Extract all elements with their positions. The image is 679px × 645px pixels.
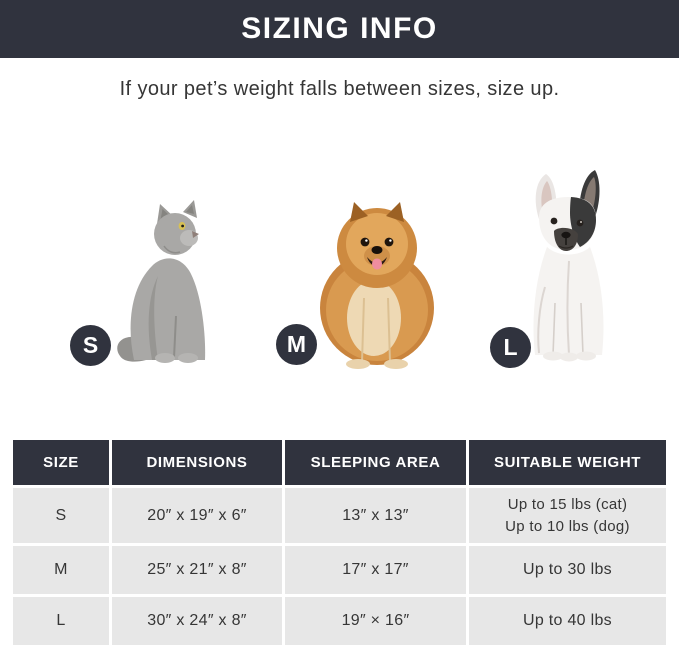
size-badge-s: S — [70, 325, 111, 366]
cell-dimensions-l: 30″ x 24″ x 8″ — [112, 597, 282, 645]
size-badge-m: M — [276, 324, 317, 365]
cell-dimensions-s: 20″ x 19″ x 6″ — [112, 488, 282, 543]
sizing-table: SIZE DIMENSIONS SLEEPING AREA SUITABLE W… — [13, 440, 666, 645]
cell-weight-m: Up to 30 lbs — [469, 546, 666, 594]
size-badge-l-label: L — [503, 334, 518, 360]
cell-dimensions-m: 25″ x 21″ x 8″ — [112, 546, 282, 594]
cell-weight-s: Up to 15 lbs (cat) Up to 10 lbs (dog) — [469, 488, 666, 543]
cell-size-s: S — [13, 488, 109, 543]
size-badge-s-label: S — [82, 332, 99, 358]
column-header-sleeping-area: SLEEPING AREA — [285, 440, 466, 485]
cell-weight-l: Up to 40 lbs — [469, 597, 666, 645]
cell-sleeping-area-l: 19″ × 16″ — [285, 597, 466, 645]
cell-sleeping-area-m: 17″ x 17″ — [285, 546, 466, 594]
header-bar: SIZING INFO — [0, 0, 679, 58]
cell-size-m: M — [13, 546, 109, 594]
weight-line-dog: Up to 10 lbs (dog) — [505, 517, 630, 535]
size-badge-l: L — [490, 327, 531, 368]
weight-line-cat: Up to 15 lbs (cat) — [507, 495, 628, 513]
column-header-dimensions: DIMENSIONS — [112, 440, 282, 485]
cell-size-l: L — [13, 597, 109, 645]
size-illustrations: S M — [70, 170, 604, 369]
column-header-suitable-weight: SUITABLE WEIGHT — [469, 440, 666, 485]
cell-sleeping-area-s: 13″ x 13″ — [285, 488, 466, 543]
column-header-size: SIZE — [13, 440, 109, 485]
pomeranian-dog-icon — [320, 202, 434, 369]
subtitle: If your pet’s weight falls between sizes… — [119, 78, 560, 100]
page-title: SIZING INFO — [241, 12, 438, 45]
size-badge-m-label: M — [286, 331, 307, 357]
french-bulldog-icon — [533, 170, 604, 362]
cat-icon — [117, 200, 206, 363]
